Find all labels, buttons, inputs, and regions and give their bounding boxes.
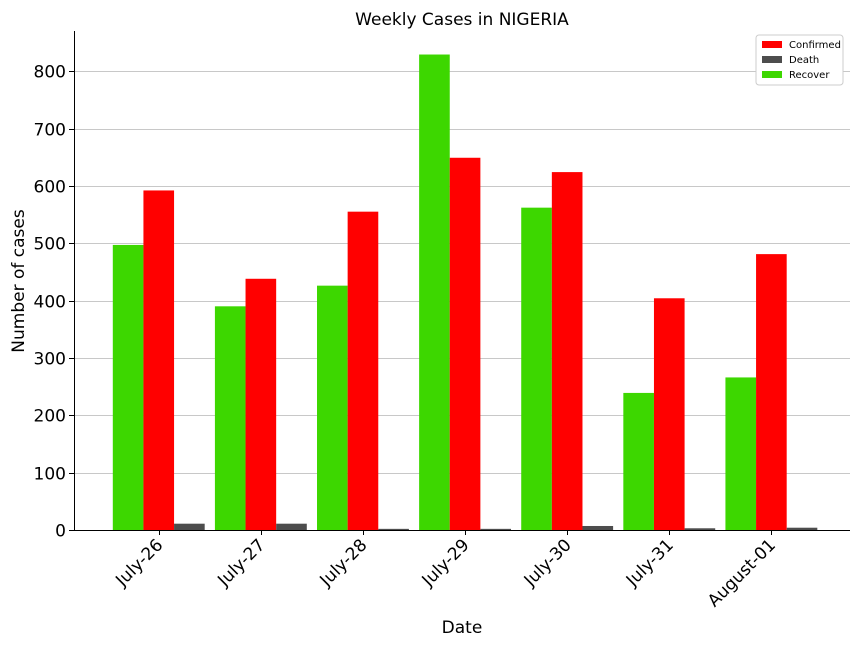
legend-swatch-confirmed	[762, 41, 782, 48]
bar-confirmed-july-27	[245, 278, 277, 530]
bar-confirmed-july-26	[143, 190, 175, 530]
bar-confirmed-july-30	[551, 172, 583, 530]
bar-confirmed-july-29	[449, 157, 481, 530]
y-tick-label: 300	[34, 350, 66, 370]
y-tick-label: 400	[34, 293, 66, 313]
bar-death-july-27	[276, 523, 307, 530]
bar-recover-august-01	[725, 377, 757, 530]
y-tick-label: 200	[34, 407, 66, 427]
legend-swatch-recover	[762, 71, 782, 78]
x-ticks: July-26 July-27 July-28 July-29 July-30 July-…	[111, 530, 780, 611]
bar-death-july-28	[378, 528, 409, 530]
bar-recover-july-31	[623, 392, 654, 530]
legend-label-confirmed: Confirmed	[789, 40, 841, 51]
bar-recover-july-26	[112, 244, 144, 530]
y-axis-label: Number of cases	[9, 209, 29, 353]
y-tick-label: 100	[34, 465, 66, 485]
bar-recover-july-29	[419, 54, 450, 531]
x-axis-label: Date	[442, 618, 483, 638]
x-tick-label: July-31	[622, 535, 678, 591]
bar-confirmed-july-28	[347, 211, 379, 531]
bar-recover-july-27	[214, 306, 246, 530]
y-tick-label: 600	[34, 178, 66, 198]
x-tick-label: July-29	[418, 535, 474, 591]
bar-death-july-31	[684, 528, 716, 530]
x-tick-label: July-28	[316, 535, 372, 591]
bar-recover-july-28	[317, 285, 348, 530]
y-tick-label: 0	[55, 522, 66, 542]
bar-death-july-30	[582, 525, 614, 530]
x-tick-label: July-27	[213, 535, 269, 591]
bars	[112, 54, 818, 531]
legend: Confirmed Death Recover	[755, 34, 844, 86]
bar-confirmed-august-01	[756, 254, 787, 530]
bar-confirmed-july-31	[653, 298, 685, 530]
x-tick-label: July-26	[111, 535, 167, 591]
y-ticks: 0 100 200 300 400 500 600 700 800	[34, 63, 74, 542]
bar-death-july-29	[480, 528, 512, 530]
legend-swatch-death	[762, 56, 782, 63]
legend-label-death: Death	[789, 55, 819, 66]
bar-death-july-26	[174, 523, 205, 530]
x-tick-label: August-01	[704, 535, 780, 611]
bar-death-august-01	[786, 527, 818, 530]
y-tick-label: 500	[34, 235, 66, 255]
legend-label-recover: Recover	[789, 70, 830, 81]
x-tick-label: July-30	[520, 535, 576, 591]
y-tick-label: 800	[34, 63, 66, 83]
y-tick-label: 700	[34, 121, 66, 141]
chart-title: Weekly Cases in NIGERIA	[355, 10, 569, 30]
bar-recover-july-30	[521, 207, 552, 530]
